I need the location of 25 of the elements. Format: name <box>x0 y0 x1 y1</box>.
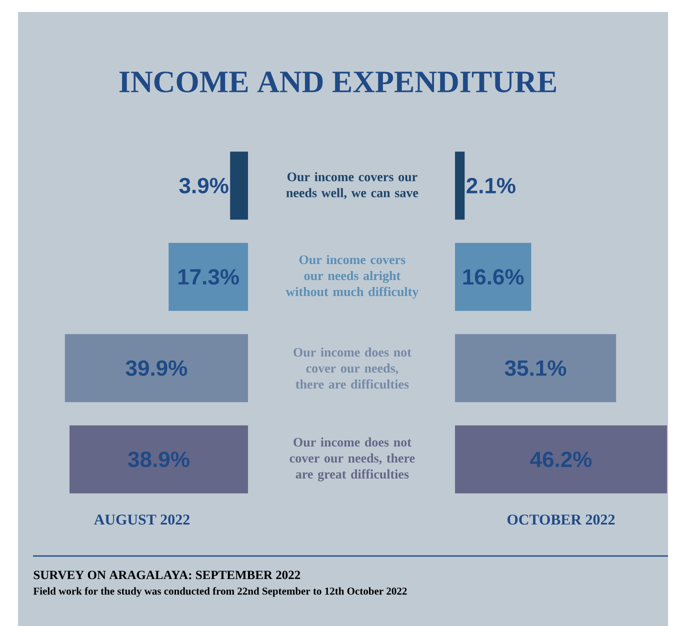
data-label: 17.3% <box>178 269 239 285</box>
data-label: 3.9% <box>179 178 228 194</box>
y-tick-label: Our income does not cover our needs, there are difficulties <box>294 348 412 389</box>
bar <box>455 425 668 494</box>
data-label: 39.9% <box>126 360 188 376</box>
bar <box>455 152 465 220</box>
data-label: 38.9% <box>128 452 190 468</box>
bar <box>455 242 532 311</box>
y-tick-label: Our income covers our needs well, we can save <box>286 172 418 200</box>
bar <box>230 152 248 220</box>
bar <box>69 425 248 494</box>
text: INCOME AND EXPENDITURE <box>119 72 556 92</box>
data-label: 35.1% <box>504 360 566 376</box>
bar <box>455 334 616 402</box>
bar <box>64 334 248 402</box>
x-axis-title: OCTOBER 2022 <box>508 514 615 525</box>
y-tick-label: Our income covers our needs alright without much difficulty <box>286 254 419 299</box>
data-label: 16.6% <box>463 269 524 285</box>
data-label: 2.1% <box>466 178 516 194</box>
x-axis-title: AUGUST 2022 <box>94 514 190 525</box>
bar <box>168 242 248 311</box>
y-tick-label: Our income does not cover our needs, there are great difficulties <box>290 437 415 482</box>
text: Field work for the study was conducted from 22nd September to 12th October 2022 <box>33 587 407 597</box>
text: SURVEY ON ARAGALAYA: SEPTEMBER 2022 <box>34 570 300 580</box>
data-label: 46.2% <box>530 452 592 468</box>
